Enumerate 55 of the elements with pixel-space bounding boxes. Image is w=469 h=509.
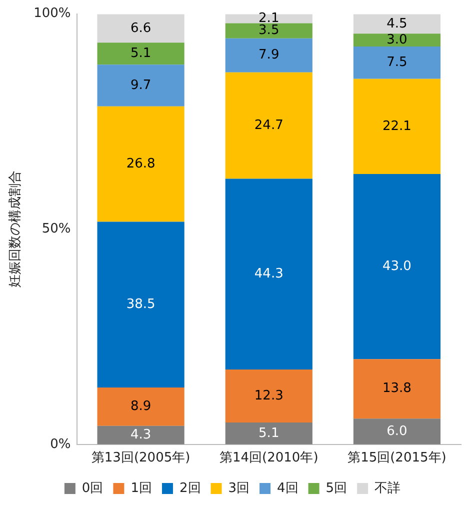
data-label: 3.5 [258,23,280,38]
bar [353,418,441,444]
data-label: 6.6 [130,20,152,36]
bar [225,14,312,24]
bar [353,46,441,79]
bar [225,38,312,72]
data-label: 9.7 [130,78,152,93]
data-label: 22.1 [382,118,412,134]
y-axis-title: 妊娠回数の構成割合 [8,170,24,288]
x-tick-label: 第13回(2005年) [91,450,190,466]
bar [353,34,441,47]
data-label: 8.9 [130,399,152,414]
data-label: 6.0 [386,424,408,439]
bar [353,14,441,34]
legend-label: 0回 [82,480,104,496]
bar [353,359,441,419]
data-label: 3.0 [386,32,408,48]
data-label: 12.3 [254,388,284,404]
legend-label: 2回 [179,480,201,496]
legend-label: 3回 [228,480,250,496]
legend-label: 5回 [326,480,348,496]
data-label: 5.1 [258,426,280,441]
bar [97,42,184,65]
x-tick-label: 第15回(2015年) [348,450,446,466]
x-tick-label: 第14回(2010年) [219,450,318,466]
bar [97,14,184,43]
data-label: 5.1 [130,46,152,62]
bar [353,78,441,174]
data-label: 4.5 [386,16,408,32]
data-label: 13.8 [382,381,412,396]
y-tick-label: 0% [50,436,71,452]
bar [225,369,312,422]
legend-label: 1回 [130,480,152,496]
data-label: 4.3 [130,428,152,443]
bar [225,72,312,179]
data-label: 24.7 [254,118,284,133]
bar [97,388,184,426]
bar [97,426,184,444]
y-tick-label: 50% [42,221,71,236]
data-label: 7.5 [386,55,408,70]
legend-label: 4回 [277,480,298,496]
data-label: 44.3 [254,266,284,282]
bar [97,106,184,222]
data-label: 38.5 [126,297,156,312]
bar [225,178,312,370]
bar [353,174,441,360]
data-label: 43.0 [382,258,412,274]
data-label: 7.9 [258,48,280,63]
y-tick-label: 100% [34,6,71,22]
bar [225,23,312,38]
legend-label: 不詳 [374,480,401,496]
data-label: 26.8 [126,156,156,172]
bar [225,422,312,444]
bar [97,64,184,106]
bar [97,222,184,388]
